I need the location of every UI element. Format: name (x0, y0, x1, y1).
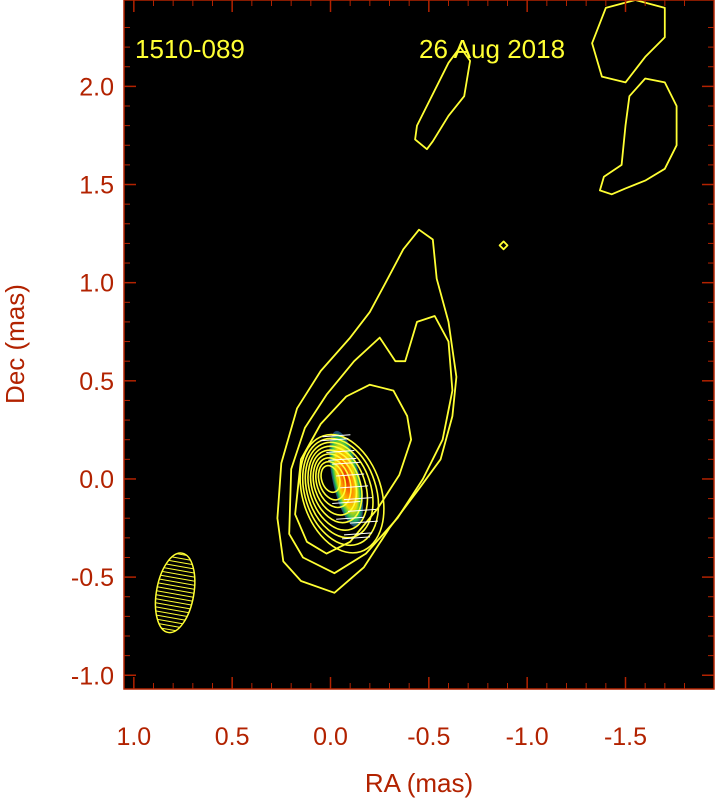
evpa-vector (347, 508, 377, 512)
y-tick-label: 0.0 (79, 466, 114, 494)
evpa-vectors-layer (320, 434, 378, 540)
isolated-contour (591, 0, 666, 84)
evpa-vector (343, 532, 373, 536)
isolated-contour (414, 46, 471, 151)
y-tick-label: 1.0 (79, 270, 114, 298)
source-name-label: 1510-089 (135, 34, 245, 64)
x-tick-label: -1.5 (604, 723, 647, 751)
x-axis-title: RA (mas) (365, 768, 473, 798)
evpa-vector (326, 449, 355, 453)
core-contour (307, 445, 369, 531)
evpa-vector (349, 520, 378, 524)
evpa-vector (328, 457, 357, 461)
evpa-vector (336, 516, 365, 520)
evpa-vector (336, 473, 365, 477)
x-tick-label: 0.0 (313, 723, 348, 751)
core-contour (309, 449, 363, 524)
core-contour (317, 460, 347, 501)
y-tick-label: -0.5 (71, 564, 114, 592)
evpa-vector (342, 536, 371, 540)
y-tick-label: -1.0 (71, 662, 114, 690)
y-tick-label: 2.0 (79, 73, 114, 101)
x-tick-label: 0.5 (215, 723, 250, 751)
isolated-contour (498, 240, 509, 251)
y-axis-title: Dec (mas) (0, 284, 30, 404)
jet-contour (288, 315, 454, 575)
y-tick-label: 1.5 (79, 172, 114, 200)
evpa-vector (320, 438, 349, 442)
x-tick-label: -0.5 (407, 723, 450, 751)
x-tick-label: 1.0 (116, 723, 151, 751)
evpa-vector (343, 497, 373, 501)
observation-date-label: 26 Aug 2018 (419, 34, 565, 64)
core-contour (315, 457, 352, 509)
plot-frame (123, 0, 715, 690)
evpa-vector (332, 461, 361, 465)
evpa-vector (332, 501, 361, 505)
plot-content (154, 0, 678, 634)
core-contour (301, 437, 380, 547)
axis-ticks: 1.0 0.5 0.0 -0.5 -1.0 -1.5 -1.0 -0.5 0.0 0.5 1.0 1.… (71, 0, 714, 751)
y-tick-label: 0.5 (79, 368, 114, 396)
beam-ellipse (154, 552, 196, 634)
core-contour (299, 433, 385, 554)
core-contour (312, 453, 358, 516)
total-intensity-contours (276, 0, 678, 594)
x-tick-label: -1.0 (506, 723, 549, 751)
evpa-vector (322, 434, 351, 438)
restoring-beam (154, 552, 196, 634)
isolated-contour (599, 77, 678, 196)
evpa-vector (340, 485, 369, 489)
plot-background (124, 0, 714, 689)
jet-contour (294, 383, 412, 555)
